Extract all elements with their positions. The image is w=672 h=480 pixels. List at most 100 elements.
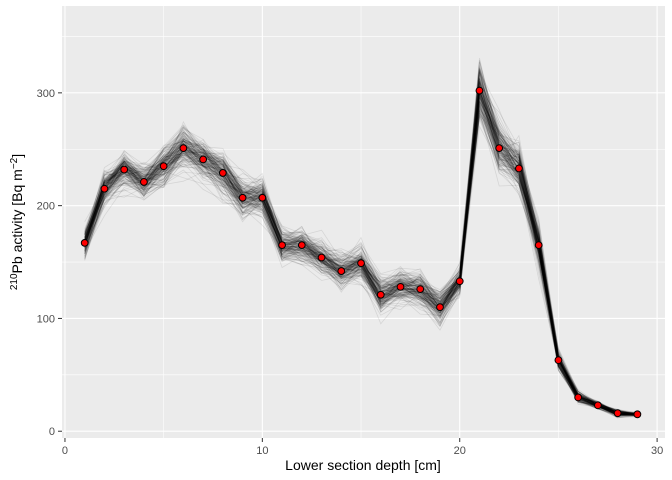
ensemble-line [84, 103, 638, 415]
ensemble-line [84, 89, 638, 415]
data-point [455, 277, 464, 286]
ensemble-line [84, 100, 638, 415]
ensemble-line [84, 92, 638, 416]
data-point [179, 144, 188, 153]
ensemble-line [84, 93, 638, 414]
y-axis-title: 210Pb activity [Bq m−2] [9, 154, 25, 290]
ensemble-line [84, 61, 638, 414]
ensemble-line [84, 78, 638, 415]
ensemble-line [84, 86, 638, 414]
ensemble-line [84, 82, 638, 415]
ensemble-line [84, 99, 638, 416]
ensemble-line [84, 93, 638, 415]
ensemble-line [84, 110, 638, 417]
ensemble-line [84, 94, 638, 415]
y-tick-label: 200 [37, 201, 55, 213]
ensemble-line [84, 114, 638, 416]
data-point [376, 290, 385, 299]
y-axis-title-mass-number: 210 [9, 273, 20, 290]
ensemble-line [84, 105, 638, 415]
data-point [218, 169, 227, 177]
ensemble-line [84, 68, 638, 414]
ensemble-line [84, 94, 638, 415]
data-point [495, 144, 504, 153]
ensemble-line [84, 92, 638, 415]
ensemble-line [84, 85, 638, 416]
ensemble-line [84, 81, 638, 415]
ensemble-line [84, 67, 638, 414]
ensemble-line [84, 110, 638, 418]
ensemble-line [84, 68, 638, 416]
data-point [159, 162, 168, 171]
y-tick-label: 300 [37, 88, 55, 100]
data-point [396, 282, 405, 291]
ensemble-line [84, 90, 638, 416]
ensemble-line [84, 108, 638, 414]
data-point [633, 410, 642, 419]
data-point [436, 303, 444, 312]
x-tick-label: 10 [256, 445, 268, 457]
ensemble-line [84, 114, 638, 416]
ensemble-line [84, 90, 638, 415]
ensemble-line [84, 92, 638, 416]
ensemble-line [84, 65, 638, 415]
ensemble-line [84, 78, 638, 415]
ensemble-line [84, 68, 638, 415]
data-point [258, 193, 267, 202]
data-point [278, 241, 286, 250]
data-points [80, 86, 642, 419]
ensemble-line [84, 79, 638, 415]
ensemble-line [84, 101, 638, 417]
ensemble-line [84, 83, 638, 416]
data-point [475, 86, 484, 95]
data-point [80, 238, 89, 247]
ensemble-line [84, 102, 638, 416]
x-axis-ticks: 0 10 20 30 [62, 438, 663, 457]
ensemble-line [84, 107, 638, 419]
ensemble-line [84, 85, 638, 416]
ensemble-line [84, 96, 638, 415]
ensemble-line [84, 96, 638, 416]
y-axis-ticks: 0 100 200 300 [37, 88, 62, 438]
ensemble-line [84, 108, 638, 417]
ensemble-line [84, 116, 638, 419]
data-point [554, 356, 563, 365]
ensemble-line [84, 90, 638, 415]
y-axis-title-close: ] [9, 154, 25, 158]
grid-major [62, 6, 665, 438]
ensemble-line [84, 105, 638, 415]
data-point [534, 241, 543, 250]
ensemble-line [84, 93, 638, 416]
ensemble-line [84, 111, 638, 419]
data-point [199, 155, 208, 164]
data-point [120, 165, 129, 174]
ensemble-line [84, 110, 638, 416]
data-point [140, 178, 148, 186]
ensemble-line [84, 87, 638, 415]
ensemble-line [84, 60, 638, 414]
y-tick-label: 0 [49, 426, 55, 438]
ensemble-line [84, 114, 638, 417]
ensemble-line [84, 84, 638, 415]
ensemble-line [84, 69, 638, 414]
x-axis-title: Lower section depth [cm] [285, 457, 441, 473]
ensemble-line [84, 89, 638, 415]
ensemble-line [84, 104, 638, 416]
y-axis-title-exponent: −2 [9, 157, 20, 169]
ensemble-line [84, 116, 638, 417]
ensemble-line [84, 91, 638, 416]
ensemble-line [84, 73, 638, 415]
ensemble-line [84, 90, 638, 416]
data-point [317, 253, 326, 262]
ensemble-line [84, 91, 638, 416]
ensemble-line [84, 89, 638, 416]
plot-panel [62, 6, 665, 438]
ensemble-line [84, 114, 638, 416]
ensemble-line [84, 100, 638, 417]
data-point [515, 164, 523, 173]
x-tick-label: 0 [62, 445, 68, 457]
ensemble-line [84, 125, 638, 418]
data-point [613, 409, 622, 418]
ensemble-line [84, 90, 638, 417]
